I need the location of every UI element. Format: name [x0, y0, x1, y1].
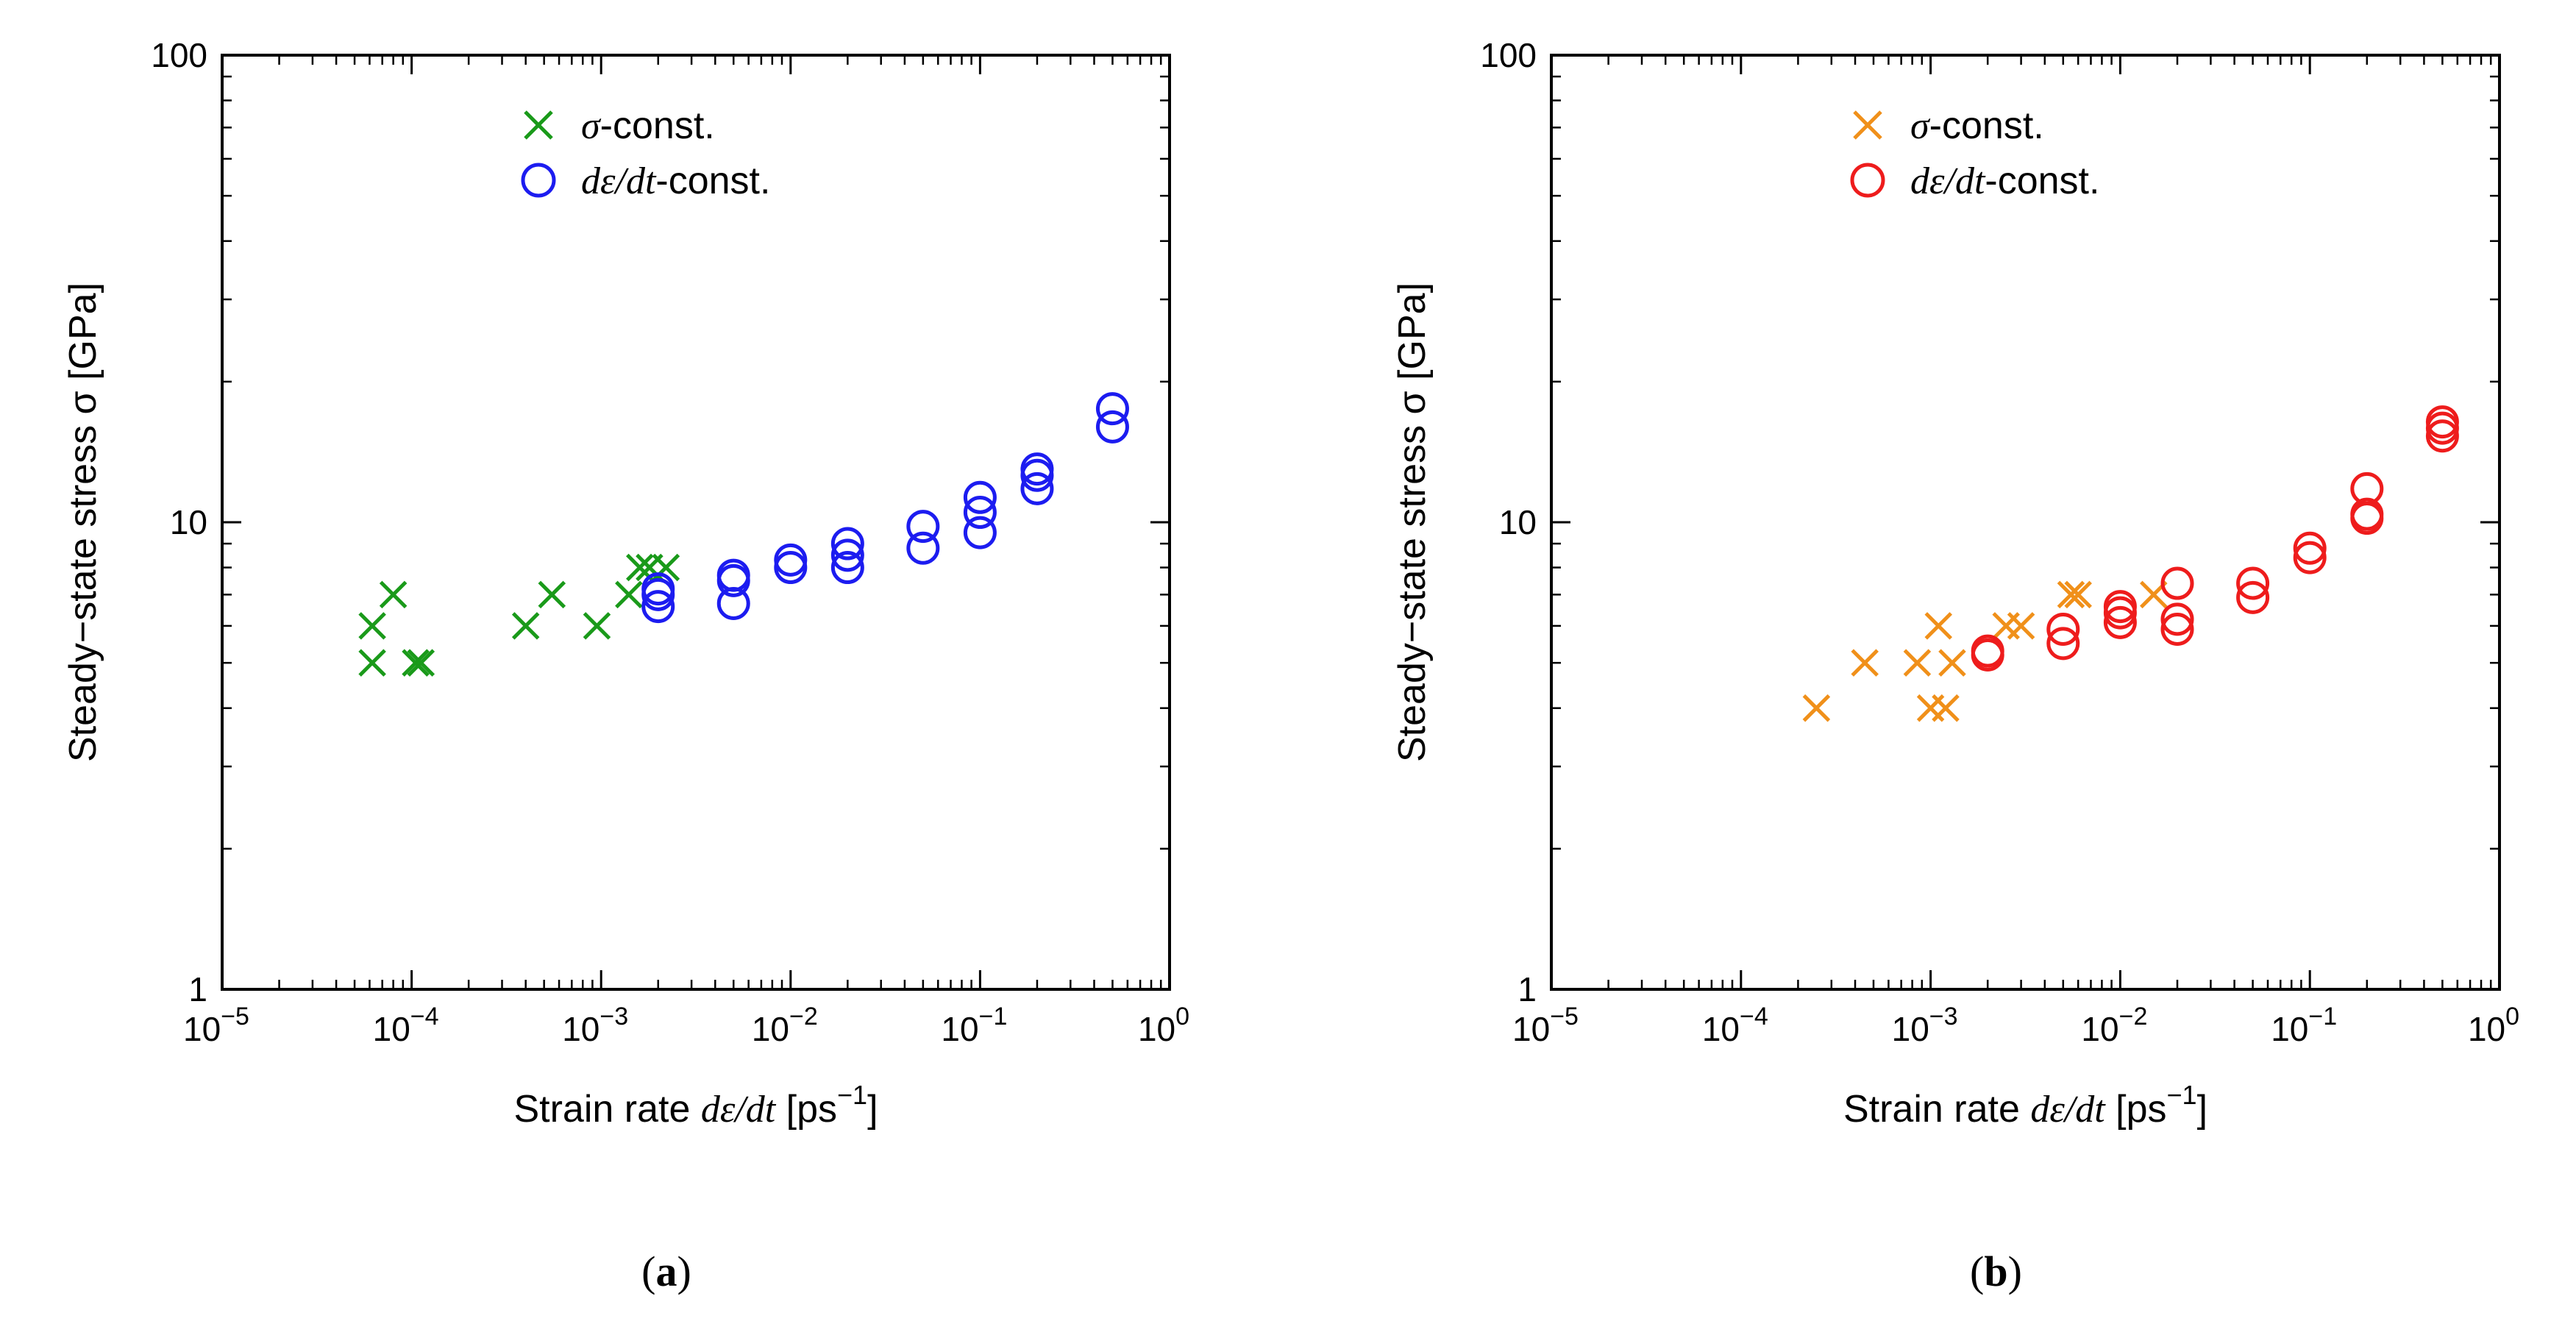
data-point-cross [2064, 580, 2092, 609]
legend-label: dε/dt-const. [1910, 160, 2099, 202]
data-point-circle [2293, 541, 2327, 574]
data-point-circle [830, 538, 864, 572]
data-point-cross [358, 612, 386, 640]
data-point-cross [583, 612, 611, 640]
legend-label: σ-const. [581, 104, 715, 147]
x-axis-title: Strain rate dε/dt [ps−1] [1843, 1080, 2207, 1131]
data-point-circle [641, 572, 675, 606]
data-point-circle [2103, 590, 2137, 624]
x-tick-label: 10−1 [2271, 1003, 2337, 1048]
data-point-circle [2236, 566, 2270, 600]
data-point-circle [1020, 452, 1054, 486]
data-point-circle [963, 516, 997, 549]
chart-panel-a: 10−5 10−4 10−3 10−2 10−1 100 1 10 100 Strain rate… [62, 36, 1189, 1295]
data-point-cross [379, 580, 408, 609]
data-point-circle [906, 531, 940, 565]
y-tick-label: 100 [151, 36, 207, 74]
data-point-circle [2425, 419, 2459, 453]
x-tick-label: 10−4 [1702, 1003, 1768, 1048]
y-tick-label: 1 [1518, 970, 1537, 1008]
y-tick-label: 10 [170, 503, 207, 541]
data-point-circle [2350, 497, 2384, 531]
data-point-circle [2160, 566, 2194, 600]
y-tick-label: 10 [1499, 503, 1537, 541]
x-tick-label: 10−3 [1892, 1003, 1958, 1048]
data-point-circle [2425, 405, 2459, 439]
data-point-cross [1851, 649, 1879, 677]
x-tick-label: 10−2 [752, 1003, 818, 1048]
data-point-circle [1971, 634, 2004, 668]
data-point-circle [774, 543, 808, 577]
chart-panel-b: 10−5 10−4 10−3 10−2 10−1 100 1 10 100 Strain rate… [1391, 36, 2519, 1295]
data-point-circle [641, 590, 675, 624]
data-point-cross [1802, 694, 1831, 722]
data-point-cross [615, 580, 643, 609]
data-point-circle [2350, 471, 2384, 505]
legend-marker-circle [1850, 163, 1885, 198]
data-point-circle [906, 510, 940, 544]
x-tick-label: 10−4 [373, 1003, 439, 1048]
data-point-circle [830, 527, 864, 560]
data-point-circle [2160, 602, 2194, 636]
y-axis-title: Steady−state stress σ [GPa] [62, 282, 104, 762]
x-tick-label: 100 [2468, 1003, 2519, 1048]
data-point-circle [2293, 531, 2327, 565]
data-point-cross [1903, 649, 1932, 677]
data-point-cross [1938, 649, 1966, 677]
data-point-circle [716, 558, 750, 592]
legend-marker-cross [1853, 110, 1882, 140]
data-point-circle [2103, 605, 2137, 639]
data-point-circle [2160, 613, 2194, 647]
data-point-cross [2057, 580, 2085, 609]
data-point-cross [1924, 612, 1953, 640]
x-tick-label: 10−2 [2081, 1003, 2147, 1048]
data-point-circle [2046, 613, 2080, 647]
data-point-circle [1095, 392, 1129, 426]
legend-label: dε/dt-const. [581, 160, 770, 202]
panel-caption: (b) [1970, 1248, 2022, 1295]
data-point-cross [358, 649, 386, 677]
data-point-cross [402, 649, 430, 677]
data-point-cross [538, 580, 566, 609]
x-tick-label: 10−5 [183, 1003, 249, 1048]
x-tick-label: 10−1 [941, 1003, 1007, 1048]
data-point-cross [407, 649, 435, 677]
data-point-circle [830, 551, 864, 585]
data-point-cross [511, 612, 540, 640]
data-point-circle [1095, 410, 1129, 444]
data-point-circle [963, 480, 997, 514]
x-axis-title: Strain rate dε/dt [ps−1] [513, 1080, 878, 1131]
data-point-circle [1020, 471, 1054, 505]
data-point-circle [2046, 627, 2080, 661]
y-tick-label: 1 [188, 970, 207, 1008]
legend-marker-circle [521, 163, 556, 198]
data-point-circle [774, 551, 808, 585]
x-tick-label: 10−5 [1512, 1003, 1579, 1048]
data-point-circle [2236, 580, 2270, 614]
data-point-cross [2007, 612, 2035, 640]
legend-label: σ-const. [1910, 104, 2044, 147]
x-tick-label: 100 [1138, 1003, 1189, 1048]
legend-marker-cross [524, 110, 553, 140]
data-point-circle [963, 496, 997, 530]
panel-caption: (a) [641, 1248, 691, 1295]
y-tick-label: 100 [1480, 36, 1537, 74]
data-point-cross [1932, 694, 1960, 722]
y-axis-title: Steady−state stress σ [GPa] [1391, 282, 1434, 762]
x-tick-label: 10−3 [562, 1003, 628, 1048]
